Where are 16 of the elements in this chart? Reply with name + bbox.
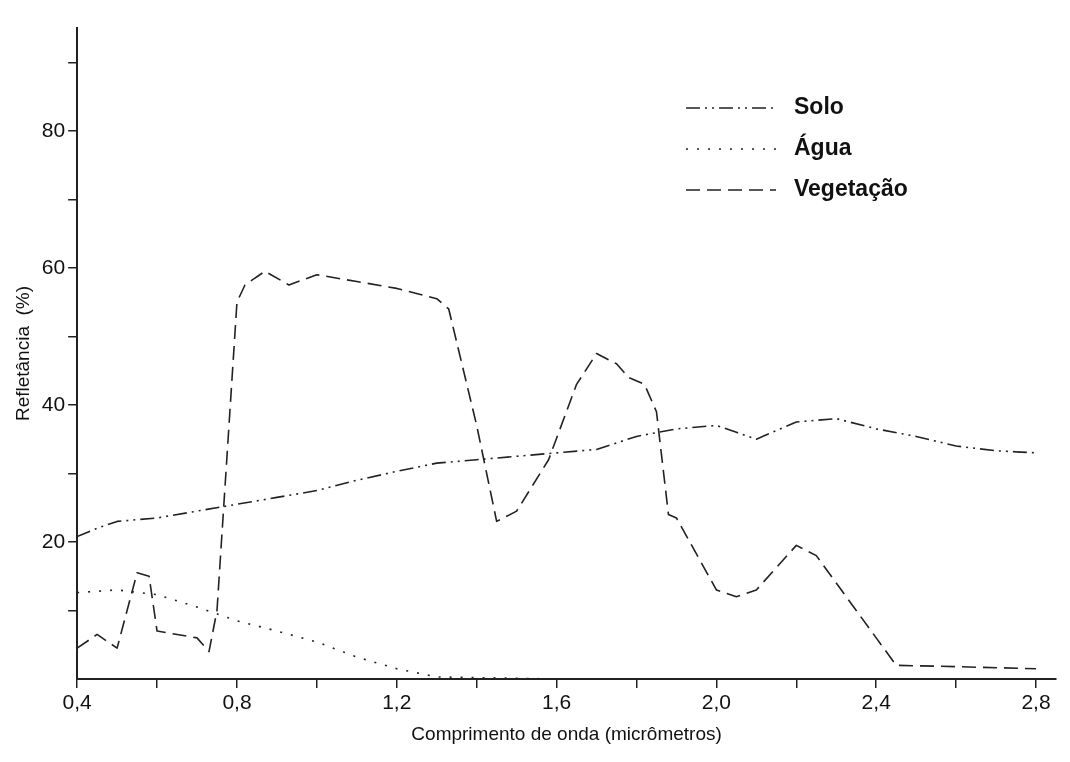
legend-label: Vegetação: [794, 175, 908, 202]
y-tick-label: 20: [41, 528, 66, 552]
legend-label: Água: [794, 133, 852, 161]
x-tick-label: 0,8: [222, 690, 252, 714]
x-tick-label: 2,0: [701, 690, 731, 714]
legend-label: Solo: [794, 93, 844, 120]
y-tick-label: 60: [41, 254, 66, 278]
x-tick-label: 1,6: [541, 690, 572, 714]
x-tick-label: 0,4: [62, 690, 93, 714]
y-tick-label: 40: [41, 391, 66, 415]
x-tick-label: 1,2: [382, 690, 412, 714]
x-tick-label: 2,4: [861, 690, 892, 714]
y-tick-label: 80: [41, 117, 66, 141]
x-tick-label: 2,8: [1021, 690, 1051, 714]
y-axis-title: Refletância (%): [11, 285, 33, 422]
x-axis-title: Comprimento de onda (micrômetros): [411, 722, 722, 744]
